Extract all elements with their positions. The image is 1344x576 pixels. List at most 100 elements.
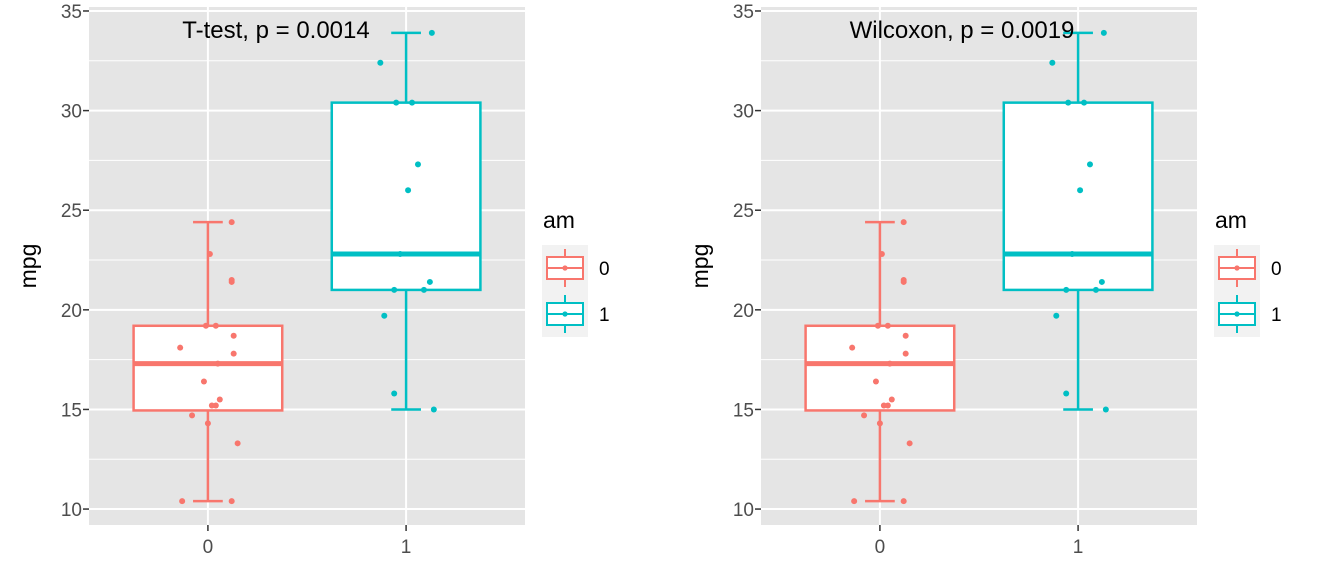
data-point xyxy=(872,378,879,385)
y-tick-label: 25 xyxy=(61,201,82,222)
y-tick-label: 10 xyxy=(733,500,754,521)
data-point xyxy=(1086,161,1093,168)
data-point xyxy=(381,312,388,319)
y-tick-label: 20 xyxy=(733,301,754,322)
y-tick-label: 20 xyxy=(61,301,82,322)
data-point xyxy=(234,440,241,447)
data-point xyxy=(228,219,235,226)
data-point xyxy=(906,440,913,447)
legend-label: 1 xyxy=(1271,305,1282,326)
legend-key-point xyxy=(1234,311,1240,317)
stat-annotation: T-test, p = 0.0014 xyxy=(182,17,369,44)
data-point xyxy=(849,344,856,351)
data-point xyxy=(900,219,907,226)
data-point xyxy=(179,498,186,505)
data-point xyxy=(212,402,219,409)
legend: am 0 1 xyxy=(542,207,610,337)
y-tick-label: 10 xyxy=(61,500,82,521)
boxplot-1 xyxy=(330,31,482,411)
y-axis-title: mpg xyxy=(15,244,41,289)
data-point xyxy=(900,498,907,505)
data-point xyxy=(420,286,427,293)
legend-key-point xyxy=(562,311,568,317)
data-point xyxy=(230,332,237,339)
data-point xyxy=(1102,406,1109,413)
data-point xyxy=(377,59,384,66)
data-point xyxy=(393,99,400,106)
data-point xyxy=(900,276,907,283)
box-iqr xyxy=(804,324,956,412)
data-point xyxy=(426,278,433,285)
legend-key-point xyxy=(562,265,568,271)
data-point xyxy=(861,412,868,419)
x-tick-label: 0 xyxy=(875,537,886,558)
data-point xyxy=(405,187,412,194)
data-point xyxy=(391,286,398,293)
legend-title: am xyxy=(543,207,575,233)
legend-label: 1 xyxy=(599,305,610,326)
box-iqr xyxy=(132,324,284,412)
x-tick-label: 0 xyxy=(203,537,214,558)
data-point xyxy=(1049,59,1056,66)
data-point xyxy=(1063,286,1070,293)
data-point xyxy=(1100,29,1107,36)
box-iqr xyxy=(1002,101,1154,292)
data-point xyxy=(202,322,209,329)
data-point xyxy=(200,378,207,385)
data-point xyxy=(1081,99,1088,106)
data-point xyxy=(1053,312,1060,319)
y-axis-title: mpg xyxy=(687,244,713,289)
y-tick-label: 35 xyxy=(733,2,754,23)
data-point xyxy=(878,251,885,258)
panel-group-0: 10 15 20 25 30 35 0 1 mpg T-test, p = 0.0014 am 0 1 xyxy=(15,2,610,558)
data-point xyxy=(886,360,893,367)
data-point xyxy=(212,322,219,329)
data-point xyxy=(214,360,221,367)
data-point xyxy=(409,99,416,106)
data-point xyxy=(902,332,909,339)
data-point xyxy=(414,161,421,168)
boxplot-0 xyxy=(804,220,956,503)
y-tick-label: 35 xyxy=(61,2,82,23)
legend-label: 0 xyxy=(599,259,610,280)
data-point xyxy=(1065,99,1072,106)
y-tick-label: 30 xyxy=(61,102,82,123)
boxplot-0 xyxy=(132,220,284,503)
y-tick-label: 30 xyxy=(733,102,754,123)
data-point xyxy=(428,29,435,36)
y-tick-label: 15 xyxy=(61,400,82,421)
y-tick-label: 15 xyxy=(733,400,754,421)
data-point xyxy=(1092,286,1099,293)
data-point xyxy=(1077,187,1084,194)
y-tick-label: 25 xyxy=(733,201,754,222)
legend-title: am xyxy=(1215,207,1247,233)
stat-annotation: Wilcoxon, p = 0.0019 xyxy=(850,17,1075,44)
data-point xyxy=(851,498,858,505)
legend-key-point xyxy=(1234,265,1240,271)
data-point xyxy=(884,322,891,329)
data-point xyxy=(228,276,235,283)
legend-label: 0 xyxy=(1271,259,1282,280)
data-point xyxy=(391,390,398,397)
data-point xyxy=(876,420,883,427)
legend: am 0 1 xyxy=(1214,207,1282,337)
x-tick-label: 1 xyxy=(1073,537,1084,558)
data-point xyxy=(884,402,891,409)
data-point xyxy=(204,420,211,427)
data-point xyxy=(1098,278,1105,285)
data-point xyxy=(216,396,223,403)
data-point xyxy=(1069,251,1076,258)
data-point xyxy=(874,322,881,329)
data-point xyxy=(1063,390,1070,397)
data-point xyxy=(206,251,213,258)
data-point xyxy=(228,498,235,505)
data-point xyxy=(902,350,909,357)
boxplot-1 xyxy=(1002,31,1154,411)
data-point xyxy=(230,350,237,357)
box-iqr xyxy=(330,101,482,292)
x-tick-label: 1 xyxy=(401,537,412,558)
panel-group-1: 10 15 20 25 30 35 0 1 mpg Wilcoxon, p = 0.0019 am 0… xyxy=(687,2,1282,558)
data-point xyxy=(189,412,196,419)
